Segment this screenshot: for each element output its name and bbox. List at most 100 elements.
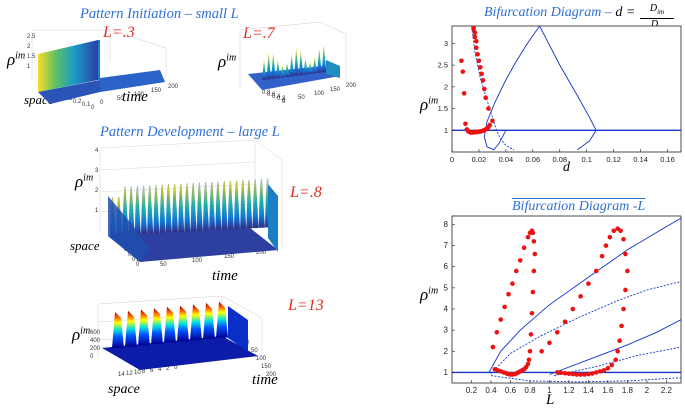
surface3-ridge	[140, 185, 148, 235]
surface4-peaks	[112, 301, 248, 352]
surface2-space-tick: 0.6	[267, 92, 276, 98]
bif-d-point	[479, 71, 484, 77]
surface2-ridge	[275, 59, 281, 79]
bif-d-xtick-label: 0.12	[606, 155, 621, 164]
surface3-ridge	[147, 185, 154, 234]
surface3-ridge	[190, 182, 197, 232]
bif-L-point	[578, 372, 583, 377]
bif-L-point	[574, 372, 580, 377]
surface3-ridge	[134, 185, 141, 235]
bif-L-point	[621, 306, 626, 312]
surface3-ridge	[196, 182, 203, 232]
bif-L-point	[539, 348, 544, 354]
surface1-wall	[38, 40, 98, 92]
surface3-space-tick: 0	[136, 262, 140, 268]
surface1-space-tick: 0.2	[73, 99, 82, 105]
bif-d-ytick-label: 2.5	[438, 61, 448, 70]
surface1-time-tick: 150	[151, 88, 162, 94]
bif-L-point	[517, 258, 523, 263]
bif-L-point	[605, 365, 611, 371]
surface3-base	[108, 228, 278, 262]
surface4-zlabel: ρim	[72, 325, 91, 344]
bif-L-point	[510, 281, 515, 286]
surface3-zlabel: ρim	[75, 172, 94, 191]
surface3-time-tick: 100	[192, 258, 203, 264]
bif-d-point	[477, 64, 483, 70]
bif-L-point	[566, 371, 572, 376]
surface2-ridge	[294, 47, 299, 76]
bif-d-point	[471, 26, 476, 28]
surface2-ridge	[266, 52, 272, 80]
bif-L-point	[607, 234, 613, 240]
surface3-ridge	[240, 179, 247, 229]
bif-L-series-line	[490, 375, 681, 383]
bif-L-xtick-label: 1.6	[602, 386, 614, 395]
surface2-ridge	[303, 58, 308, 75]
surface1-z-tick: 1	[27, 64, 31, 70]
surface1-space-tick: 0	[91, 105, 95, 111]
bif-d-ytick-label: 2	[444, 82, 448, 91]
surface2-ridge	[289, 53, 295, 77]
bif-d-point	[486, 106, 491, 111]
bif-L-point	[599, 253, 605, 259]
bifurcation-L-chart: 0.2 0.4 0.6 0.8 1 1.2 1.4 1.6 1.8 2 2.2 1 2 3 4 5 6 7 8	[444, 215, 682, 395]
bif-L-point	[529, 310, 535, 316]
bif-L-ytick-label: 6	[444, 262, 449, 271]
surface2-time-tick: 200	[346, 83, 357, 89]
bif-L-point	[562, 319, 568, 324]
surface4-time-label: time	[252, 372, 278, 388]
bif-L-point	[554, 370, 560, 375]
bif-L-point	[527, 348, 533, 354]
bif-L-ytick-label: 3	[444, 326, 449, 335]
surface-plot-L-0.8	[99, 139, 283, 262]
bif-L-frame	[451, 215, 682, 384]
bif-L-xlabel: L	[546, 392, 555, 408]
surface4-space-label: space	[108, 382, 140, 397]
surface2-ridge	[317, 48, 322, 73]
surface4-space-tick: 12	[126, 371, 133, 377]
bif-d-point	[473, 38, 479, 44]
surface4-ridge	[190, 304, 202, 341]
surface4-ridge	[164, 306, 176, 343]
bif-d-xlabel: d	[563, 160, 570, 175]
bif-L-point	[617, 338, 622, 344]
surface3-ridge	[184, 183, 191, 232]
surface3-z-tick: 2	[95, 188, 99, 194]
surface4-space-tick: 6	[150, 368, 154, 374]
bif-d-xtick-label: 0.08	[552, 155, 567, 164]
surface4-time-tick: 150	[261, 364, 272, 370]
bif-L-point	[525, 234, 531, 240]
bif-L-point	[597, 369, 603, 374]
bif-L-point	[494, 329, 500, 335]
surface-plot-L-0.7	[239, 21, 347, 90]
bif-d-point	[475, 51, 480, 57]
bif-L-xtick-label: 0.8	[524, 386, 536, 395]
bif-d-xtick-label: 0.04	[499, 155, 514, 164]
surface4-side	[228, 306, 248, 352]
bif-d-point	[482, 86, 487, 92]
surface2-ridge	[312, 56, 318, 74]
bif-L-point	[531, 268, 537, 274]
surface3-ridge	[233, 180, 241, 230]
bif-L-point	[586, 371, 591, 377]
bif-L-series-line	[549, 319, 681, 375]
bif-L-xtick-label: 2	[645, 386, 650, 395]
surface1-time-tick: 0	[100, 100, 104, 106]
bif-L-point	[593, 370, 599, 375]
bif-L-point	[562, 370, 568, 376]
bif-d-point	[480, 78, 486, 83]
surface1-time-tick: 50	[117, 96, 124, 102]
bif-L-point	[547, 340, 552, 346]
bif-d-xtick-label: 0.14	[633, 155, 648, 164]
bif-L-point	[554, 329, 560, 335]
surface4-space-tick: 8	[142, 369, 146, 375]
bif-d-xtick-label: 0	[450, 155, 454, 164]
surface1-floor-front	[38, 80, 100, 104]
bif-L-xtick-label: 1.4	[583, 386, 595, 395]
bif-L-plot-area	[452, 217, 681, 383]
bif-d-point	[476, 58, 482, 64]
bif-L-point	[502, 304, 507, 310]
surface4-space-tick: 10	[134, 370, 141, 376]
bif-L-ytick-label: 1	[444, 368, 449, 377]
